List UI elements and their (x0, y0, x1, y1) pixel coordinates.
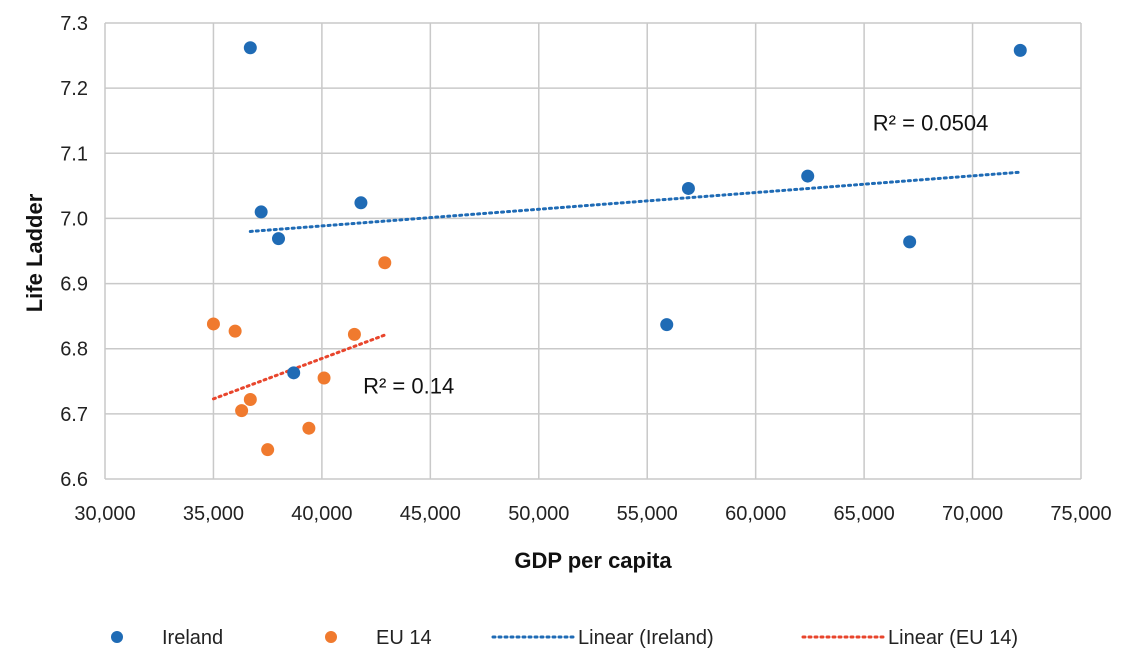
legend-label-ireland-trend: Linear (Ireland) (578, 627, 714, 649)
x-tick-labels: 30,000 35,000 40,000 45,000 50,000 55,000 60,0… (74, 503, 1111, 525)
x-axis-title: GDP per capita (514, 548, 672, 573)
data-point-eu14 (235, 404, 249, 418)
legend-label-eu14: EU 14 (376, 627, 432, 649)
data-point-eu14 (378, 256, 392, 270)
data-point-ireland (243, 41, 257, 55)
data-point-ireland (801, 169, 815, 183)
y-tick-label: 6.6 (60, 469, 88, 491)
data-point-eu14 (243, 393, 257, 407)
x-tick-label: 60,000 (725, 503, 786, 525)
x-tick-label: 70,000 (942, 503, 1003, 525)
x-tick-label: 75,000 (1050, 503, 1111, 525)
data-point-ireland (287, 366, 301, 380)
x-tick-label: 40,000 (291, 503, 352, 525)
data-point-eu14 (317, 371, 331, 385)
legend: Ireland EU 14 Linear (Ireland) Linear (E… (111, 627, 1018, 649)
y-tick-label: 6.9 (60, 274, 88, 296)
data-point-eu14 (261, 443, 275, 457)
y-tick-label: 7.0 (60, 208, 88, 230)
x-tick-label: 35,000 (183, 503, 244, 525)
data-point-eu14 (347, 327, 361, 341)
y-tick-label: 7.3 (60, 13, 88, 35)
data-point-ireland (660, 318, 674, 332)
data-point-ireland (354, 196, 368, 210)
legend-marker-ireland (111, 631, 123, 643)
legend-label-ireland: Ireland (162, 627, 223, 649)
data-point-eu14 (228, 324, 242, 338)
x-tick-label: 50,000 (508, 503, 569, 525)
data-point-ireland (254, 205, 268, 219)
x-tick-label: 45,000 (400, 503, 461, 525)
r2-annotation-ireland: R² = 0.0504 (873, 110, 989, 135)
y-tick-label: 7.1 (60, 143, 88, 165)
legend-marker-eu14 (325, 631, 337, 643)
data-point-ireland (272, 232, 286, 246)
trendline-eu14 (211, 333, 387, 401)
data-points (206, 41, 1027, 457)
trendline-ireland (248, 170, 1022, 233)
y-tick-labels: 6.6 6.7 6.8 6.9 7.0 7.1 7.2 7.3 (60, 13, 88, 491)
trendlines (211, 170, 1022, 401)
data-point-ireland (903, 235, 917, 249)
y-axis-title: Life Ladder (22, 193, 47, 312)
x-tick-label: 30,000 (74, 503, 135, 525)
legend-label-eu14-trend: Linear (EU 14) (888, 627, 1018, 649)
r2-annotation-eu14: R² = 0.14 (363, 374, 454, 399)
y-tick-label: 6.7 (60, 404, 88, 426)
x-tick-label: 65,000 (834, 503, 895, 525)
data-point-eu14 (302, 421, 316, 435)
y-tick-label: 6.8 (60, 339, 88, 361)
data-point-ireland (1013, 43, 1027, 57)
data-point-ireland (681, 181, 695, 195)
x-tick-label: 55,000 (617, 503, 678, 525)
data-point-eu14 (206, 317, 220, 331)
gridlines (104, 22, 1082, 480)
y-tick-label: 7.2 (60, 78, 88, 100)
